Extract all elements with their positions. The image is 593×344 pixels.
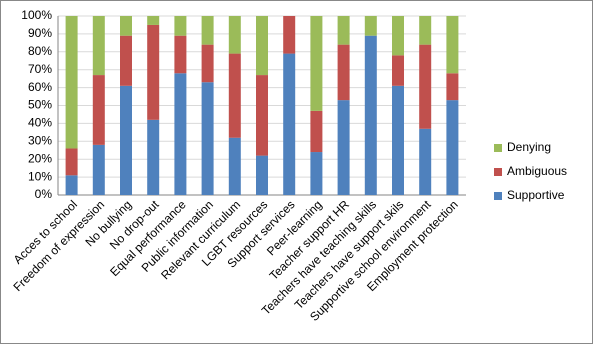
bar-segment	[92, 75, 105, 145]
bar-segment	[201, 82, 214, 195]
bar-segment	[120, 35, 132, 86]
y-tick-label: 90%	[28, 26, 52, 40]
y-tick-label: 50%	[28, 98, 52, 112]
bar-segment	[419, 44, 432, 129]
y-tick-label: 60%	[28, 80, 52, 94]
bar-segment	[364, 35, 377, 195]
bar-segment	[201, 44, 214, 83]
legend-swatch	[494, 192, 502, 200]
y-tick-label: 70%	[28, 62, 52, 76]
bar-segment	[337, 16, 350, 45]
bar-segment	[446, 16, 459, 74]
bar-segment	[174, 16, 187, 36]
bar-segment	[147, 119, 160, 195]
bar-segment	[283, 53, 296, 196]
bar-segment	[446, 100, 459, 195]
bar-segment	[201, 16, 214, 45]
bar-segment	[92, 16, 105, 76]
legend-label: Supportive	[507, 188, 565, 202]
bar-segment	[92, 144, 105, 195]
bar-segment	[392, 16, 404, 56]
y-tick-label: 100%	[21, 8, 52, 22]
bar-segment	[174, 73, 187, 195]
legend-label: Denying	[507, 140, 551, 154]
legend-label: Ambiguous	[507, 164, 567, 178]
bar-segment	[446, 73, 459, 101]
bar-segment	[256, 155, 268, 195]
bar-segment	[65, 148, 78, 176]
bar-segment	[228, 137, 241, 195]
legend-swatch	[494, 144, 502, 152]
bar-segment	[256, 75, 268, 156]
y-tick-label: 80%	[28, 44, 52, 58]
bar-segment	[283, 16, 296, 54]
bar-segment	[392, 85, 404, 195]
bar-segment	[310, 110, 323, 153]
bar-segment	[147, 24, 160, 120]
bar-segment	[120, 85, 132, 195]
y-tick-label: 20%	[28, 151, 52, 165]
bar-segment	[147, 16, 160, 25]
bar-segment	[392, 55, 404, 86]
bar-segment	[120, 16, 132, 36]
bar-segment	[65, 16, 78, 149]
legend-swatch	[494, 168, 502, 176]
bar-segment	[256, 16, 268, 76]
y-tick-label: 0%	[35, 187, 53, 201]
bar-segment	[364, 16, 377, 36]
bar-segment	[310, 152, 323, 195]
bar-segment	[228, 53, 241, 138]
bar-segment	[174, 35, 187, 74]
bar-segment	[419, 16, 432, 45]
bar-segment	[337, 100, 350, 195]
bar-segment	[65, 175, 78, 195]
bar-segment	[337, 44, 350, 101]
bar-segment	[228, 16, 241, 54]
bar-segment	[419, 128, 432, 195]
y-tick-label: 10%	[28, 169, 52, 183]
y-tick-label: 30%	[28, 133, 52, 147]
bar-segment	[310, 16, 323, 111]
y-tick-label: 40%	[28, 116, 52, 130]
